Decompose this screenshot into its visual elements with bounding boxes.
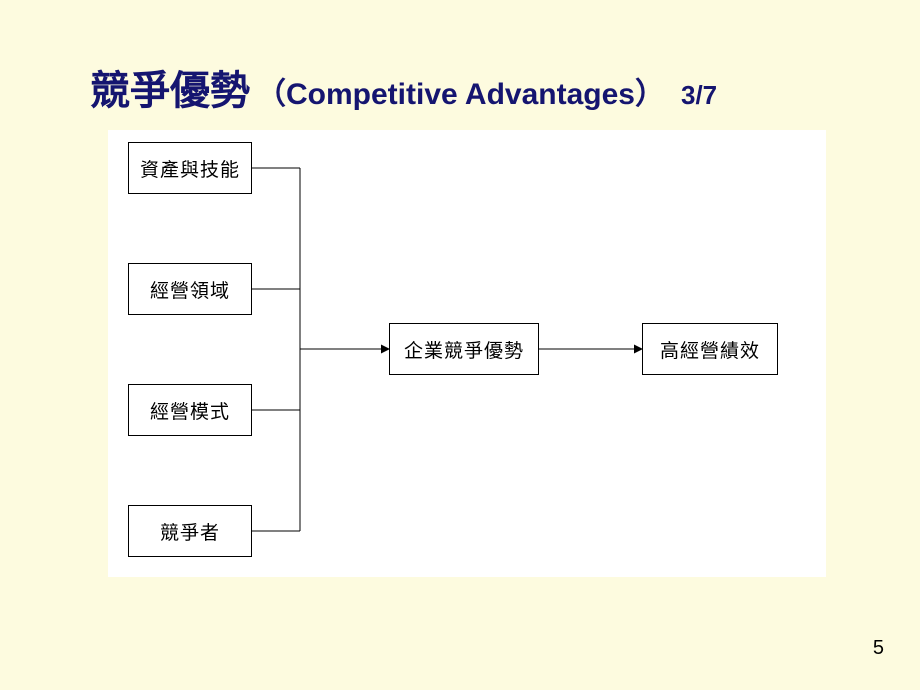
flowchart-diagram: 資產與技能經營領域經營模式競爭者 企業競爭優勢 高經營績效 <box>108 130 826 577</box>
flowchart-node: 資產與技能 <box>128 142 252 194</box>
title-sub: （Competitive Advantages） <box>256 69 665 113</box>
page-number: 5 <box>873 637 884 660</box>
flowchart-node: 高經營績效 <box>642 323 778 375</box>
slide-title: 競爭優勢 （Competitive Advantages） 3/7 <box>0 0 920 116</box>
flowchart-node: 經營領域 <box>128 263 252 315</box>
title-main: 競爭優勢 <box>90 58 250 116</box>
title-page-indicator: 3/7 <box>681 80 717 111</box>
flowchart-node: 企業競爭優勢 <box>389 323 539 375</box>
flowchart-node: 經營模式 <box>128 384 252 436</box>
flowchart-node: 競爭者 <box>128 505 252 557</box>
